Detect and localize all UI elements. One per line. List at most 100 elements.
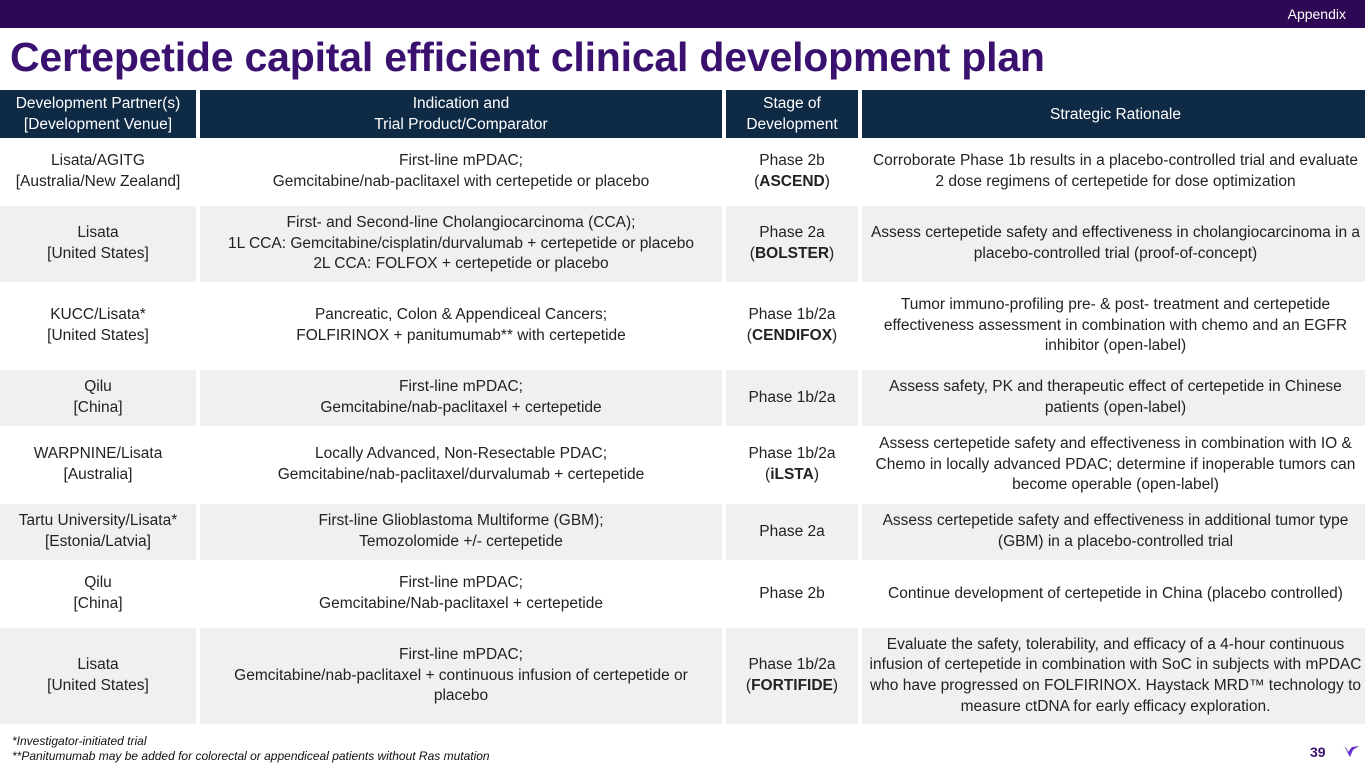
header-partner: Development Partner(s) [Development Venu…	[0, 90, 196, 138]
trial-product: FOLFIRINOX + panitumumab** with certepet…	[296, 327, 626, 344]
header-partner-line1: Development Partner(s)	[15, 95, 181, 112]
trial-acronym-line: (CENDIFOX)	[732, 326, 852, 347]
header-stage-line1: Stage of	[763, 95, 821, 112]
paren-open: (	[746, 327, 752, 344]
indication-cell: First- and Second-line Cholangiocarcinom…	[200, 206, 722, 282]
partner-cell: Lisata/AGITG [Australia/New Zealand]	[0, 140, 196, 204]
footnote: *Investigator-initiated trial	[12, 734, 147, 748]
partner-venue: [Australia]	[63, 466, 133, 483]
paren-open: (	[745, 677, 752, 694]
partner-cell: Tartu University/Lisata* [Estonia/Latvia]	[0, 504, 196, 560]
indication-title: First-line Glioblastoma Multiforme (GBM)…	[318, 512, 604, 530]
rationale-cell: Assess safety, PK and therapeutic effect…	[862, 370, 1365, 426]
partner-cell: Qilu [China]	[0, 370, 196, 426]
stage-name: Phase 1b/2a	[748, 656, 836, 674]
rationale-cell: Assess certepetide safety and effectiven…	[862, 206, 1365, 282]
stage-cell: Phase 2a (BOLSTER)	[726, 206, 858, 282]
stage-cell: Phase 1b/2a (iLSTA)	[726, 428, 858, 502]
header-stage-line2: Development	[746, 116, 838, 133]
partner-venue: [China]	[73, 399, 123, 416]
stage-name: Phase 1b/2a	[748, 306, 836, 324]
paren-close: )	[829, 245, 835, 262]
partner-name: Lisata/AGITG	[51, 152, 145, 170]
indication-cell: First-line mPDAC; Gemcitabine/nab-paclita…	[200, 140, 722, 204]
indication-title: First-line mPDAC;	[398, 646, 523, 664]
table-row: KUCC/Lisata* [United States] Pancreatic, C…	[0, 284, 1365, 368]
trial-product: Gemcitabine/nab-paclitaxel with certepet…	[272, 173, 650, 190]
table-row: WARPNINE/Lisata [Australia] Locally Advanc…	[0, 428, 1365, 502]
indication-cell: First-line mPDAC; Gemcitabine/Nab-paclita…	[200, 562, 722, 626]
trial-acronym: iLSTA	[770, 466, 814, 483]
stage-cell: Phase 1b/2a (CENDIFOX)	[726, 284, 858, 368]
footnote: **Panitumumab may be added for colorecta…	[12, 749, 490, 763]
table-row: Lisata [United States] First- and Second-l…	[0, 206, 1365, 282]
rationale-cell: Tumor immuno-profiling pre- & post- trea…	[862, 284, 1365, 368]
trial-acronym-line: (iLSTA)	[732, 465, 852, 486]
trial-acronym-line: (ASCEND)	[732, 172, 852, 193]
partner-cell: KUCC/Lisata* [United States]	[0, 284, 196, 368]
indication-cell: Pancreatic, Colon & Appendiceal Cancers;…	[200, 284, 722, 368]
partner-name: WARPNINE/Lisata	[33, 445, 163, 463]
section-label: Appendix	[1287, 6, 1346, 22]
paren-open: (	[754, 173, 760, 190]
trial-product: Gemcitabine/Nab-paclitaxel + certepetide	[319, 595, 603, 612]
partner-name: Qilu	[84, 378, 112, 396]
paren-close: )	[813, 466, 819, 483]
trial-product: 1L CCA: Gemcitabine/cisplatin/durvalumab…	[228, 234, 694, 252]
trial-product: Gemcitabine/nab-paclitaxel/durvalumab + …	[277, 466, 645, 483]
lisata-bird-logo-icon	[1337, 741, 1359, 757]
paren-close: )	[824, 173, 830, 190]
trial-acronym-line: (FORTIFIDE)	[732, 676, 852, 697]
table-row: Tartu University/Lisata* [Estonia/Latvia]…	[0, 504, 1365, 560]
partner-venue: [China]	[73, 595, 123, 612]
paren-open: (	[765, 466, 771, 483]
table-row: Lisata [United States] First-line mPDAC; Ge…	[0, 628, 1365, 724]
partner-name: Tartu University/Lisata*	[18, 512, 178, 530]
trial-product: Temozolomide +/- certepetide	[359, 533, 563, 550]
table-row: Qilu [China] First-line mPDAC; Gemcitabine/…	[0, 562, 1365, 626]
partner-name: Lisata	[77, 656, 119, 674]
stage-name: Phase 2a	[759, 224, 825, 242]
page-number: 39	[1310, 744, 1326, 760]
stage-cell: Phase 1b/2a	[726, 370, 858, 426]
partner-venue: [United States]	[47, 327, 149, 344]
indication-cell: First-line mPDAC; Gemcitabine/nab-paclita…	[200, 628, 722, 724]
trial-acronym: CENDIFOX	[751, 327, 833, 344]
paren-open: (	[749, 245, 755, 262]
header-stage: Stage of Development	[726, 90, 858, 138]
indication-cell: First-line mPDAC; Gemcitabine/nab-paclita…	[200, 370, 722, 426]
stage-cell: Phase 2a	[726, 504, 858, 560]
indication-title: Locally Advanced, Non-Resectable PDAC;	[314, 445, 608, 463]
top-bar: Appendix	[0, 0, 1365, 28]
partner-name: Lisata	[77, 224, 119, 242]
partner-venue: [United States]	[47, 245, 149, 262]
partner-name: Qilu	[84, 574, 112, 592]
partner-venue: [Estonia/Latvia]	[45, 533, 151, 550]
stage-name: Phase 2b	[759, 584, 825, 602]
partner-cell: WARPNINE/Lisata [Australia]	[0, 428, 196, 502]
indication-title: First-line mPDAC;	[398, 574, 523, 592]
rationale-cell: Continue development of certepetide in C…	[862, 562, 1365, 626]
stage-name: Phase 1b/2a	[748, 445, 836, 463]
paren-close: )	[832, 327, 838, 344]
trial-acronym: BOLSTER	[754, 245, 830, 262]
stage-cell: Phase 2b	[726, 562, 858, 626]
partner-cell: Qilu [China]	[0, 562, 196, 626]
indication-cell: Locally Advanced, Non-Resectable PDAC; Ge…	[200, 428, 722, 502]
rationale-cell: Corroborate Phase 1b results in a placeb…	[862, 140, 1365, 204]
rationale-cell: Assess certepetide safety and effectiven…	[862, 428, 1365, 502]
footnotes: *Investigator-initiated trial **Panitumu…	[12, 734, 490, 764]
header-rationale: Strategic Rationale	[862, 90, 1365, 138]
header-indication: Indication and Trial Product/Comparator	[200, 90, 722, 138]
table-header-row: Development Partner(s) [Development Venu…	[0, 90, 1365, 138]
paren-close: )	[832, 677, 839, 694]
partner-cell: Lisata [United States]	[0, 206, 196, 282]
header-indication-line1: Indication and	[412, 95, 510, 112]
indication-title: First-line mPDAC;	[398, 378, 523, 396]
trial-product: Gemcitabine/nab-paclitaxel + continuous …	[234, 666, 688, 705]
indication-title: First- and Second-line Cholangiocarcinom…	[286, 214, 636, 232]
development-plan-table: Development Partner(s) [Development Venu…	[0, 88, 1365, 726]
header-indication-line2: Trial Product/Comparator	[374, 116, 548, 133]
partner-cell: Lisata [United States]	[0, 628, 196, 724]
header-partner-line2: [Development Venue]	[23, 116, 173, 133]
